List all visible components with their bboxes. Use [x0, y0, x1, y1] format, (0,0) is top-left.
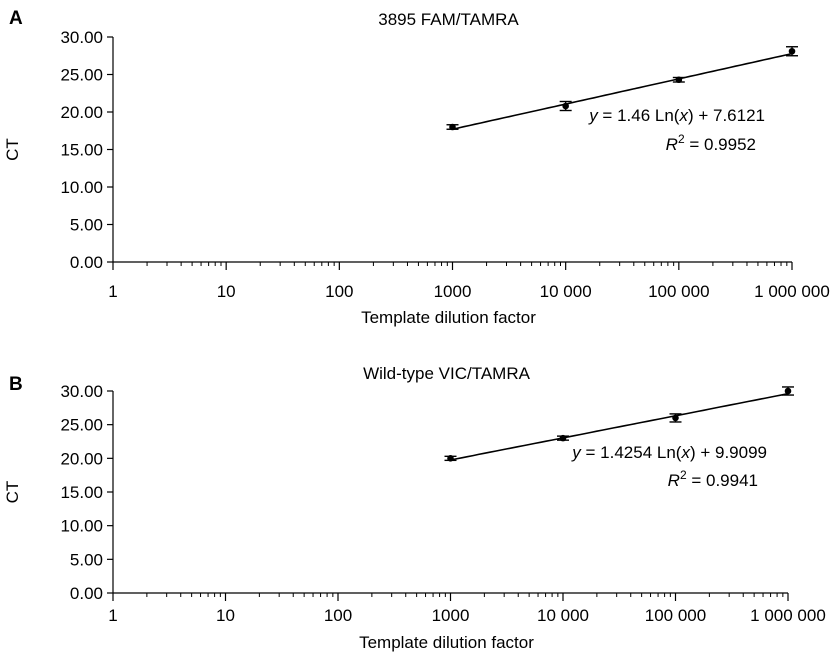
data-point: [784, 387, 792, 395]
equation-suffix: ) + 7.6121: [688, 106, 765, 125]
x-tick-label: 100 000: [645, 606, 706, 625]
chart-panel-b: B Wild-type VIC/TAMRA 0.00 5.00 10.00 15.00 20…: [3, 364, 826, 652]
data-point: [562, 102, 569, 110]
data-point: [672, 414, 679, 422]
r-squared-value: = 0.9952: [685, 135, 756, 154]
y-tick-label: 0.00: [70, 584, 103, 603]
chart-title: Wild-type VIC/TAMRA: [363, 364, 531, 383]
panel-letter: A: [9, 8, 23, 29]
x-tick-label: 10 000: [540, 282, 592, 301]
x-tick-label: 100 000: [648, 282, 709, 301]
y-axis-label: CT: [3, 138, 22, 161]
data-point: [447, 455, 454, 462]
r-squared-var: R: [666, 135, 678, 154]
data-point: [675, 76, 683, 84]
r-squared-sup: 2: [678, 132, 685, 146]
y-tick-label: 20.00: [60, 449, 103, 468]
x-axis-label: Template dilution factor: [359, 633, 534, 652]
y-tick-label: 10.00: [60, 517, 103, 536]
y-axis-label: CT: [3, 481, 22, 504]
y-tick-label: 15.00: [60, 483, 103, 502]
equation-x-var: x: [680, 443, 690, 462]
y-tick-label: 30.00: [60, 382, 103, 401]
trendline: [452, 52, 793, 131]
x-axis-label: Template dilution factor: [361, 308, 536, 327]
y-tick-label: 20.00: [60, 103, 103, 122]
x-tick-label: 1000: [434, 282, 472, 301]
r-squared-label: R2 = 0.9941: [668, 468, 758, 490]
y-tick-label: 25.00: [60, 66, 103, 85]
x-tick-label: 10: [216, 606, 235, 625]
y-tick-label: 5.00: [70, 550, 103, 569]
r-squared-label: R2 = 0.9952: [666, 132, 756, 154]
y-tick-label: 10.00: [60, 178, 103, 197]
y-tick-label: 0.00: [70, 253, 103, 272]
data-point: [559, 434, 567, 442]
x-tick-label: 100: [325, 282, 353, 301]
data-point: [788, 47, 796, 55]
equation-y-var: y: [588, 106, 599, 125]
chart-title: 3895 FAM/TAMRA: [378, 10, 519, 29]
x-tick-label: 100: [324, 606, 352, 625]
trendline-equation: y = 1.4254 Ln(x) + 9.9099: [571, 443, 767, 462]
y-tick-label: 30.00: [60, 28, 103, 47]
equation-x-var: x: [678, 106, 688, 125]
x-tick-label: 10 000: [537, 606, 589, 625]
equation-y-var: y: [571, 443, 582, 462]
chart-panel-a: A 3895 FAM/TAMRA 0.00 5.00 10.00 15.00 20.00 25…: [3, 8, 830, 327]
r-squared-value: = 0.9941: [687, 471, 758, 490]
x-tick-label: 1 000 000: [754, 282, 830, 301]
x-tick-label: 1: [108, 282, 117, 301]
equation-mid: = 1.4254 Ln(: [581, 443, 682, 462]
equation-suffix: ) + 9.9099: [690, 443, 767, 462]
r-squared-sup: 2: [680, 468, 687, 482]
y-tick-label: 15.00: [60, 141, 103, 160]
y-tick-label: 25.00: [60, 416, 103, 435]
trendline: [450, 392, 789, 461]
x-tick-label: 1: [108, 606, 117, 625]
x-tick-label: 1000: [432, 606, 470, 625]
panel-letter: B: [9, 374, 23, 395]
trendline-equation: y = 1.46 Ln(x) + 7.6121: [588, 106, 765, 125]
x-tick-label: 1 000 000: [750, 606, 826, 625]
equation-mid: = 1.46 Ln(: [598, 106, 680, 125]
x-tick-label: 10: [217, 282, 236, 301]
data-point: [449, 123, 456, 131]
r-squared-var: R: [668, 471, 680, 490]
y-tick-label: 5.00: [70, 216, 103, 235]
